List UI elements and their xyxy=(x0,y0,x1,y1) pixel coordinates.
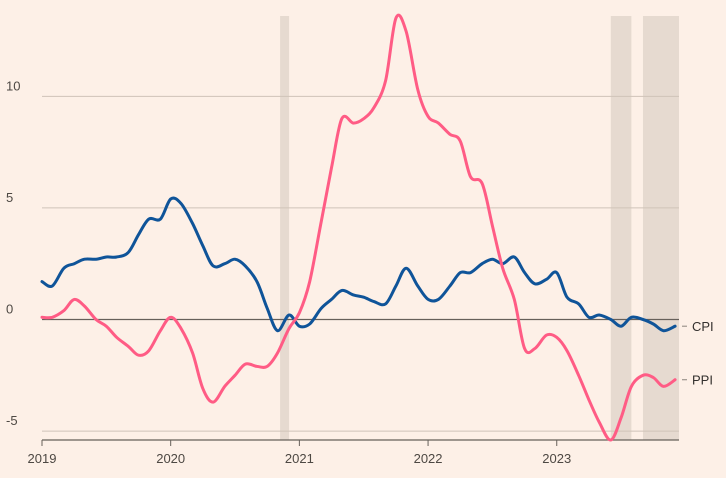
y-axis-ticks: 10 5 0 -5 xyxy=(6,78,20,428)
gridlines xyxy=(42,95,679,432)
y-tick-label: 10 xyxy=(6,78,20,93)
shaded-periods xyxy=(280,16,679,440)
ppi-series-line xyxy=(40,13,677,442)
cpi-series-label: CPI xyxy=(692,319,714,334)
shaded-period xyxy=(642,16,679,440)
x-axis-ticks: 2019 2020 2021 2022 2023 xyxy=(28,451,572,466)
cpi-series-line xyxy=(40,196,677,333)
x-tick-label: 2021 xyxy=(285,451,314,466)
x-tick-label: 2019 xyxy=(28,451,57,466)
y-tick-label: 5 xyxy=(6,190,13,205)
y-tick-label: -5 xyxy=(6,413,18,428)
y-tick-label: 0 xyxy=(6,301,13,316)
x-axis-tick-marks xyxy=(41,440,558,446)
x-tick-label: 2023 xyxy=(542,451,571,466)
shaded-period xyxy=(280,16,290,440)
ppi-series-label: PPI xyxy=(692,373,713,388)
x-tick-label: 2020 xyxy=(156,451,185,466)
series-lines xyxy=(40,13,677,442)
shaded-period xyxy=(610,16,632,440)
x-tick-label: 2022 xyxy=(414,451,443,466)
series-labels: CPI PPI xyxy=(682,319,714,388)
